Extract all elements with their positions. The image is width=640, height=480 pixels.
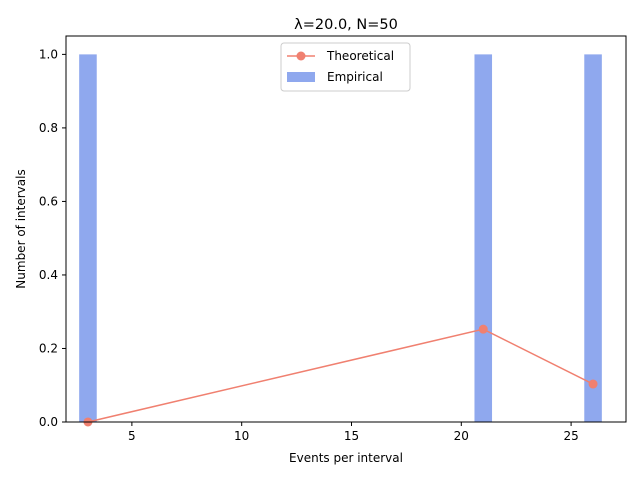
empirical-bar [474,54,493,422]
legend-label-empirical: Empirical [327,70,383,84]
legend-swatch-theoretical-marker [296,51,306,61]
x-axis-ticks: 5 10 15 20 25 [128,422,579,443]
legend-label-theoretical: Theoretical [326,49,394,63]
y-tick-label: 0.4 [39,268,58,282]
legend-swatch-empirical [287,72,315,82]
empirical-bar [79,54,97,422]
legend: Theoretical Empirical [280,42,411,92]
plot-frame [65,35,627,423]
line-layer [83,324,598,427]
y-axis-ticks: 0.0 0.2 0.4 0.6 0.8 1.0 [39,47,66,429]
x-tick-label: 15 [344,429,359,443]
empirical-bar [584,54,602,422]
y-tick-label: 0.6 [39,194,58,208]
y-tick-label: 0.2 [39,341,58,355]
x-tick-label: 20 [454,429,469,443]
chart-title: λ=20.0, N=50 [294,17,398,33]
y-tick-label: 0.8 [39,121,58,135]
theoretical-point [478,324,488,334]
x-axis-label: Events per interval [289,451,403,465]
x-tick-label: 25 [563,429,578,443]
x-tick-label: 5 [128,429,136,443]
y-tick-label: 0.0 [39,415,58,429]
y-tick-label: 1.0 [39,47,58,61]
theoretical-point [588,379,598,389]
y-axis-label: Number of intervals [14,169,28,288]
x-tick-label: 10 [234,429,249,443]
